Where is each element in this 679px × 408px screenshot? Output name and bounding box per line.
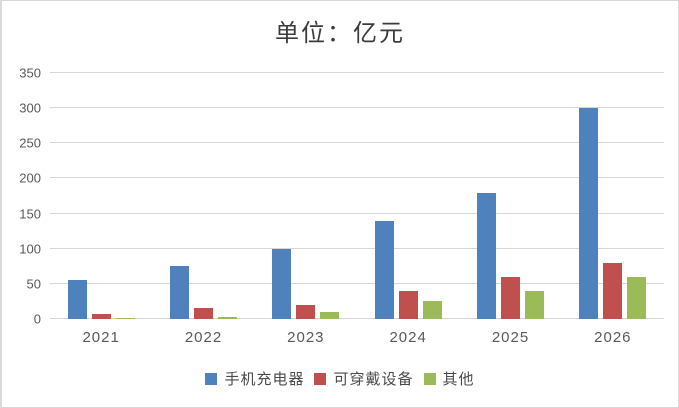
bar-2022-series-1: [194, 308, 213, 319]
x-axis-label-2023: 2023: [287, 329, 325, 346]
bar-2021-series-0: [67, 280, 87, 319]
gridline-y-50: [50, 282, 664, 284]
bar-2024-series-1: [398, 290, 418, 319]
x-axis-label-2022: 2022: [184, 329, 223, 346]
legend-swatch-icon: [314, 372, 327, 385]
x-axis-label-2026: 2026: [594, 329, 632, 346]
bar-2026-series-2: [627, 276, 647, 319]
bar-2022-series-0: [170, 266, 189, 319]
y-axis-tick-label: 0: [33, 311, 41, 327]
y-axis-tick-label: 300: [19, 100, 41, 116]
x-axis-label-2021: 2021: [82, 329, 120, 346]
x-axis-label-2024: 2024: [389, 329, 427, 346]
legend-label: 可穿戴设备: [333, 371, 414, 388]
y-axis-tick-label: 250: [19, 135, 41, 151]
bar-2026-series-0: [579, 108, 599, 319]
bar-2022-series-2: [218, 316, 237, 319]
y-axis-tick-label: 150: [19, 206, 41, 222]
bar-2025-series-1: [501, 276, 520, 319]
plot-area: 0 50 100 150 200 250 300 350 2021 2022 2023 2024 202…: [19, 66, 664, 346]
bar-2025-series-2: [525, 290, 544, 319]
bar-2023-series-0: [272, 248, 292, 319]
legend-swatch-icon: [423, 372, 436, 385]
bar-2025-series-0: [477, 192, 496, 319]
y-axis-tick-label: 100: [19, 241, 41, 257]
gridline-y-250: [50, 142, 664, 144]
bar-2026-series-1: [603, 262, 623, 319]
gridline-y-150: [50, 212, 664, 214]
legend-label: 手机充电器: [224, 371, 305, 388]
gridline-y-100: [50, 247, 664, 249]
gridline-y-200: [50, 177, 664, 179]
x-axis-label-2025: 2025: [491, 329, 530, 346]
bar-2021-series-1: [91, 314, 111, 319]
gridline-y-300: [50, 107, 664, 109]
gridline-y-0: [50, 318, 664, 319]
bar-2024-series-2: [422, 301, 442, 319]
legend-item-0: 手机充电器: [205, 368, 304, 389]
legend-item-1: 可穿戴设备: [314, 368, 413, 389]
legend-label: 其他: [442, 371, 475, 388]
gridline-y-350: [50, 72, 664, 73]
y-axis-tick-label: 50: [26, 276, 41, 292]
y-axis-tick-label: 200: [19, 170, 41, 186]
bar-2023-series-2: [320, 311, 340, 319]
legend: 手机充电器 可穿戴设备 其他: [2, 368, 678, 389]
bar-2024-series-0: [374, 220, 394, 319]
legend-item-2: 其他: [423, 368, 475, 389]
y-axis-tick-label: 350: [19, 65, 41, 81]
chart-title: 单位：亿元: [275, 21, 405, 47]
bar-2021-series-2: [115, 317, 135, 319]
legend-swatch-icon: [205, 372, 218, 385]
bar-2023-series-1: [296, 304, 316, 319]
